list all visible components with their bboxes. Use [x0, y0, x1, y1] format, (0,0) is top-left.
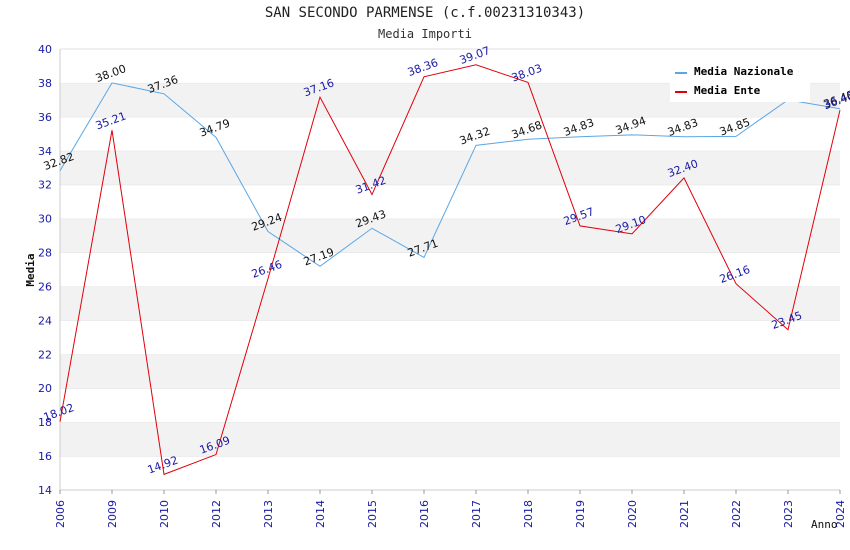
- y-tick-label: 26: [38, 280, 52, 293]
- series-line-ente: [59, 64, 841, 476]
- x-tick-label: 2006: [54, 500, 67, 528]
- series-line-nazionale: [59, 82, 841, 267]
- x-tick-label: 2010: [158, 500, 171, 528]
- y-tick-label: 38: [38, 77, 52, 90]
- y-tick-labels: 14 16 18 20 22 24 26 28 30 32 34 36 38 40: [38, 43, 52, 497]
- y-tick-label: 30: [38, 213, 52, 226]
- series-lines: [59, 64, 841, 476]
- grid-band: [60, 388, 840, 423]
- x-tick-label: 2021: [678, 500, 691, 528]
- x-tick-label: 2018: [522, 500, 535, 528]
- y-tick-label: 40: [38, 43, 52, 56]
- grid-band: [60, 150, 840, 185]
- grid-band: [60, 252, 840, 287]
- legend-box: [670, 60, 810, 102]
- y-tick-label: 20: [38, 382, 52, 395]
- x-tick-label: 2013: [262, 500, 275, 528]
- y-tick-label: 32: [38, 179, 52, 192]
- y-tick-label: 16: [38, 450, 52, 463]
- legend: Media Nazionale Media Ente: [670, 60, 810, 102]
- x-tick-label: 2015: [366, 500, 379, 528]
- x-tick-label: 2024: [834, 500, 847, 528]
- x-tick-label: 2019: [574, 500, 587, 528]
- grid-bands: [60, 48, 840, 490]
- y-tick-label: 22: [38, 348, 52, 361]
- chart-title: SAN SECONDO PARMENSE (c.f.00231310343): [264, 5, 586, 21]
- x-tick-label: 2016: [418, 500, 431, 528]
- y-tick-label: 14: [38, 484, 52, 497]
- x-tick-label: 2014: [314, 500, 327, 528]
- grid-band: [60, 116, 840, 151]
- x-tick-label: 2023: [782, 500, 795, 528]
- grid-band: [60, 354, 840, 389]
- x-tick-labels: 2006 2009 2010 2012 2013 2014 2015 2016 2017 2018…: [54, 490, 847, 528]
- chart-subtitle: Media Importi: [378, 27, 472, 41]
- x-tick-label: 2012: [210, 500, 223, 528]
- x-tick-label: 2020: [626, 500, 639, 528]
- axes: [59, 49, 840, 491]
- y-tick-label: 24: [38, 314, 52, 327]
- legend-label-nazionale: Media Nazionale: [694, 65, 794, 78]
- y-tick-label: 18: [38, 416, 52, 429]
- grid-band: [60, 422, 840, 457]
- x-axis-label: Anno: [811, 518, 838, 531]
- grid-band: [60, 320, 840, 355]
- y-axis-label: Media: [24, 253, 37, 286]
- y-tick-label: 36: [38, 111, 52, 124]
- y-tick-label: 34: [38, 145, 52, 158]
- x-tick-label: 2009: [106, 500, 119, 528]
- x-tick-label: 2017: [470, 500, 483, 528]
- x-tick-label: 2022: [730, 500, 743, 528]
- grid-band: [60, 456, 840, 490]
- grid-band: [60, 218, 840, 253]
- y-tick-label: 28: [38, 247, 52, 260]
- legend-label-ente: Media Ente: [694, 84, 761, 97]
- grid-band: [60, 286, 840, 321]
